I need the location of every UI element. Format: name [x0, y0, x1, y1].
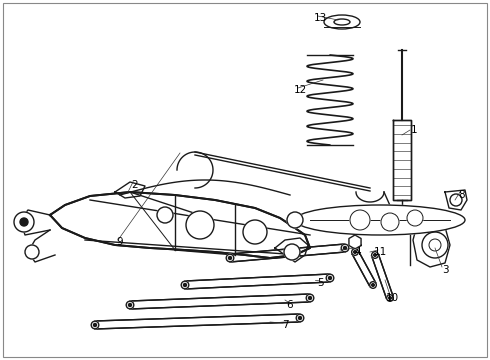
Circle shape — [352, 249, 358, 255]
Circle shape — [287, 212, 303, 228]
Circle shape — [422, 232, 448, 258]
Polygon shape — [185, 274, 330, 289]
Text: 11: 11 — [373, 247, 387, 257]
Circle shape — [186, 211, 214, 239]
Polygon shape — [352, 250, 376, 287]
Circle shape — [372, 284, 374, 286]
Circle shape — [369, 282, 376, 288]
Text: 5: 5 — [317, 278, 323, 288]
Circle shape — [341, 244, 349, 252]
Circle shape — [226, 254, 234, 262]
Polygon shape — [230, 244, 345, 262]
Circle shape — [296, 314, 304, 322]
Circle shape — [126, 301, 134, 309]
Polygon shape — [95, 314, 300, 329]
Ellipse shape — [295, 205, 465, 235]
Circle shape — [328, 276, 332, 279]
Circle shape — [343, 247, 346, 249]
Circle shape — [429, 239, 441, 251]
Circle shape — [374, 254, 376, 256]
Circle shape — [157, 207, 173, 223]
Circle shape — [309, 297, 312, 300]
Text: 2: 2 — [132, 180, 138, 190]
Circle shape — [298, 316, 301, 320]
Polygon shape — [393, 120, 411, 200]
Text: 4: 4 — [355, 247, 361, 257]
Text: 13: 13 — [314, 13, 327, 23]
Circle shape — [25, 245, 39, 259]
Circle shape — [284, 244, 300, 260]
Circle shape — [14, 212, 34, 232]
Text: 1: 1 — [411, 125, 417, 135]
Circle shape — [407, 210, 423, 226]
Circle shape — [228, 256, 231, 260]
Circle shape — [128, 303, 131, 306]
Circle shape — [372, 252, 378, 258]
Circle shape — [183, 283, 187, 287]
Circle shape — [181, 281, 189, 289]
Circle shape — [450, 194, 462, 206]
Polygon shape — [130, 294, 310, 309]
Text: 9: 9 — [117, 237, 123, 247]
Circle shape — [91, 321, 99, 329]
Circle shape — [350, 210, 370, 230]
Circle shape — [387, 295, 393, 301]
Text: 6: 6 — [287, 300, 294, 310]
Polygon shape — [50, 192, 310, 258]
Circle shape — [20, 218, 28, 226]
Circle shape — [389, 297, 392, 299]
Circle shape — [94, 324, 97, 327]
Circle shape — [243, 220, 267, 244]
Circle shape — [354, 251, 356, 253]
Text: 8: 8 — [459, 190, 466, 200]
Text: 10: 10 — [386, 293, 398, 303]
Circle shape — [326, 274, 334, 282]
Polygon shape — [372, 254, 393, 299]
Circle shape — [381, 213, 399, 231]
Text: 12: 12 — [294, 85, 307, 95]
Text: 3: 3 — [441, 265, 448, 275]
Circle shape — [306, 294, 314, 302]
Text: 7: 7 — [282, 320, 288, 330]
